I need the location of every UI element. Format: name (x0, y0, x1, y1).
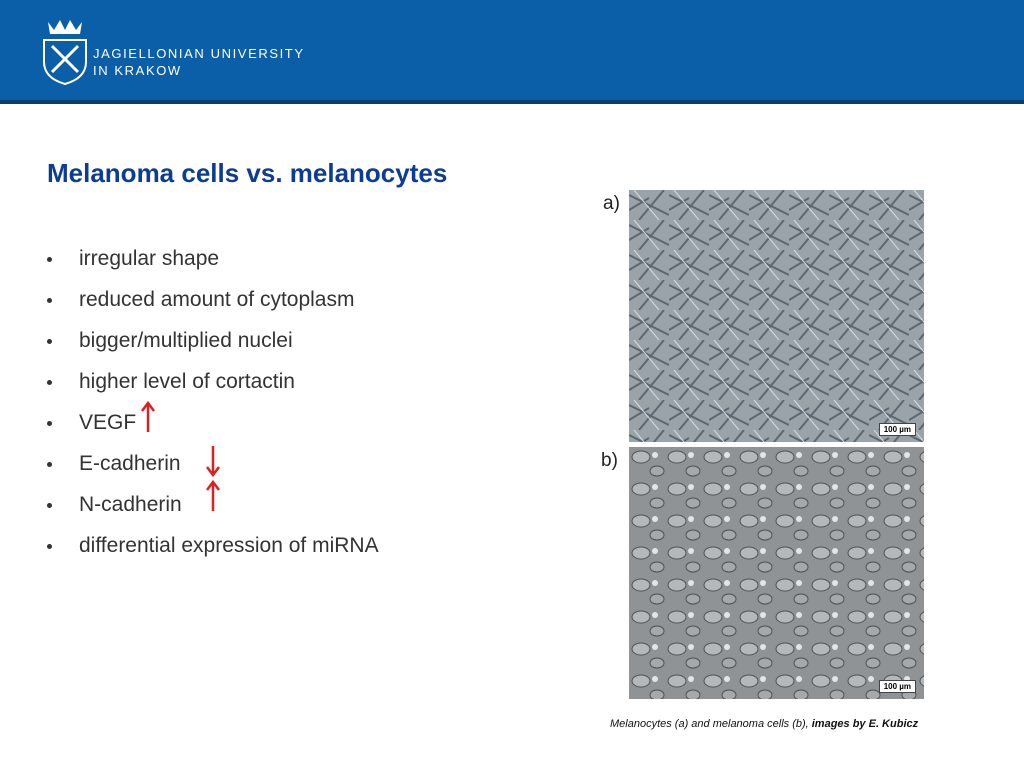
bullet-item: differential expression of miRNA (47, 530, 379, 571)
header: JAGIELLONIAN UNIVERSITY IN KRAKOW (0, 0, 1024, 104)
university-name: JAGIELLONIAN UNIVERSITY (93, 46, 305, 61)
bullet-list: irregular shape reduced amount of cytopla… (47, 243, 379, 571)
bullet-item: reduced amount of cytoplasm (47, 284, 379, 325)
micrograph: 100 µm (629, 190, 924, 442)
university-city: IN KRAKOW (93, 63, 182, 78)
micrograph: 100 µm (629, 447, 924, 699)
bullet-item: irregular shape (47, 243, 379, 284)
bullet-item: bigger/multiplied nuclei (47, 325, 379, 366)
bullet-item: N-cadherin (47, 489, 379, 530)
bullet-item: E-cadherin (47, 448, 379, 489)
scale-bar: 100 µm (878, 680, 916, 693)
caption-text: Melanocytes (a) and melanoma cells (b), (610, 718, 812, 730)
image-label: b) (601, 450, 618, 471)
arrows (141, 400, 220, 511)
caption: Melanocytes (a) and melanoma cells (b), … (610, 718, 918, 730)
crest (43, 20, 87, 86)
caption-credit: images by E. Kubicz (811, 718, 919, 730)
slide-title: Melanoma cells vs. melanocytes (47, 158, 448, 188)
image-label: a) (603, 193, 620, 214)
micrograph-texture (629, 190, 924, 442)
scale-bar: 100 µm (878, 423, 916, 436)
micrograph-texture (629, 447, 924, 699)
bullet-item: higher level of cortactin (47, 366, 379, 407)
bullet-item: VEGF (47, 407, 379, 448)
